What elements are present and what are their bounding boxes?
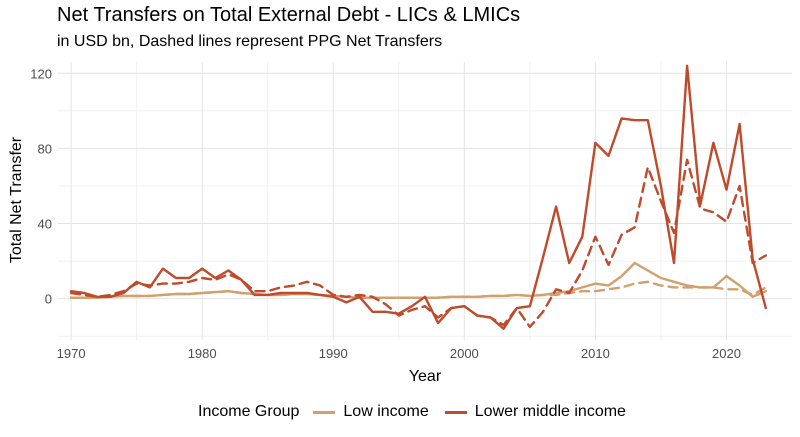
x-axis-label: Year [409, 368, 442, 385]
x-tick-label: 1990 [319, 346, 348, 361]
legend: Income Group Low income Lower middle inc… [198, 403, 638, 421]
y-tick-label: 40 [38, 217, 52, 232]
chart-title: Net Transfers on Total External Debt - L… [57, 4, 521, 26]
legend-item-low-income: Low income [309, 403, 429, 421]
grid-minor [58, 62, 792, 340]
y-tick-label: 0 [45, 292, 52, 307]
series-line-lower-middle-income-ppg [69, 158, 767, 329]
legend-label-low-income: Low income [343, 403, 429, 420]
x-tick-label: 1970 [57, 346, 86, 361]
series-line-low-income [69, 261, 767, 299]
series-layer [69, 64, 767, 330]
legend-item-lower-middle-income: Lower middle income [441, 403, 626, 421]
x-tick-label: 2010 [581, 346, 610, 361]
legend-label-lower-middle-income: Lower middle income [474, 403, 626, 420]
x-tick-label: 1980 [188, 346, 217, 361]
y-tick-label: 80 [38, 141, 52, 156]
chart-subtitle: in USD bn, Dashed lines represent PPG Ne… [57, 33, 443, 50]
x-tick-label: 2000 [450, 346, 479, 361]
y-tick-label: 120 [30, 66, 52, 81]
legend-key-lower-middle-income [444, 410, 467, 414]
x-tick-label: 2020 [712, 346, 741, 361]
grid-major [58, 62, 792, 340]
series-line-lower-middle-income [69, 64, 767, 330]
tick-labels: 1970 1980 1990 2000 2010 2020 0 40 80 120 [30, 66, 741, 361]
y-axis-label: Total Net Transfer [8, 136, 25, 263]
legend-title: Income Group [198, 403, 300, 420]
legend-key-low-income [313, 410, 336, 414]
